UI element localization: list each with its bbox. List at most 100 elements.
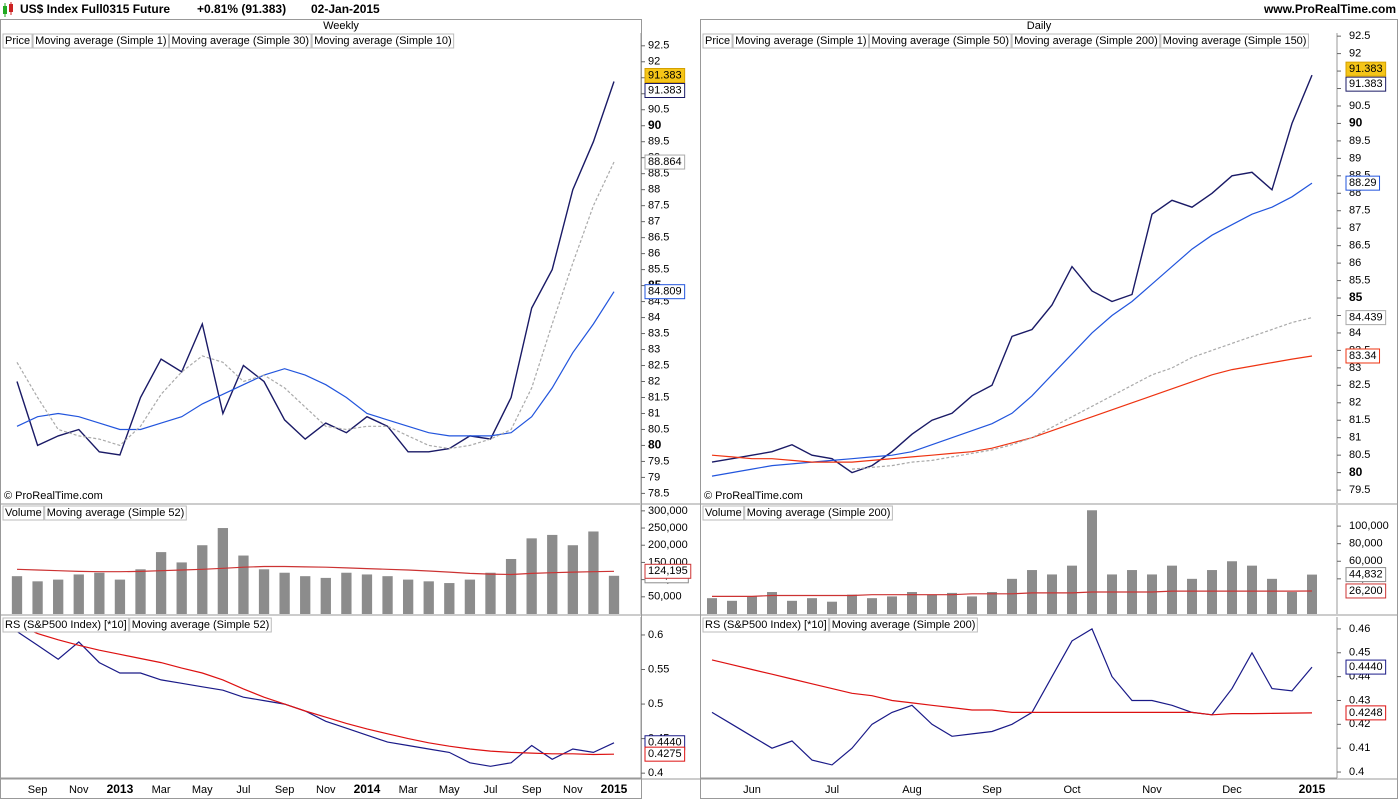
- legend-box: [2, 33, 33, 49]
- y-tick-label: 90.5: [1349, 100, 1370, 112]
- volume-bar: [1007, 578, 1017, 614]
- x-tick-label: May: [439, 784, 460, 796]
- last-value-box: [644, 83, 686, 99]
- x-tick-label: 2014: [354, 782, 381, 796]
- x-tick-label: 2013: [107, 782, 134, 796]
- volume-bar: [279, 572, 290, 614]
- y-tick-label: 92: [1349, 48, 1361, 60]
- y-tick-label: 83: [648, 343, 660, 355]
- y-tick-label: 300,000: [648, 505, 688, 517]
- volume-bar: [155, 552, 167, 614]
- y-tick-label: 86: [1349, 257, 1361, 269]
- x-tick-label: Mar: [399, 784, 418, 796]
- last-value-box: [1345, 175, 1381, 191]
- y-tick-label: 60,000: [1349, 555, 1383, 567]
- last-value-box: [644, 154, 686, 170]
- y-tick-label: 0.4: [1349, 766, 1364, 778]
- legend-box: [1160, 33, 1309, 49]
- legend-entry: RS (S&P500 Index) [*10]: [5, 619, 127, 631]
- y-tick-label: 81.5: [648, 391, 669, 403]
- last-value: 124,195: [648, 565, 688, 577]
- y-tick-label: 79: [648, 471, 660, 483]
- volume-bar: [1027, 570, 1037, 614]
- last-price: 91.383: [1349, 63, 1383, 75]
- last-value-box: [1345, 567, 1387, 583]
- volume-bar: [73, 574, 84, 614]
- y-tick-label: 82.5: [648, 359, 669, 371]
- y-tick-label: 92.5: [648, 40, 669, 52]
- y-tick-label: 82.5: [1349, 379, 1370, 391]
- y-tick-label: 80: [1349, 465, 1363, 479]
- price-change: +0.81% (91.383): [197, 2, 286, 16]
- y-tick-label: 86.5: [1349, 240, 1370, 252]
- volume-bar: [1227, 561, 1237, 614]
- series-line: [711, 659, 1313, 716]
- legend-entry: Moving average (Simple 200): [1014, 35, 1158, 47]
- volume-bar: [341, 572, 352, 614]
- last-value-box: [1345, 705, 1387, 721]
- right-frame: [700, 19, 1398, 799]
- volume-bar: [464, 579, 476, 614]
- app-icon: [3, 2, 13, 17]
- last-value: 88.864: [648, 156, 682, 168]
- volume-bar: [588, 531, 599, 614]
- last-value: 88.29: [1349, 177, 1377, 189]
- x-tick-label: Nov: [316, 784, 336, 796]
- last-value-box: [1345, 76, 1387, 92]
- legend-entry: Price: [705, 35, 730, 47]
- volume-bar: [927, 594, 937, 614]
- volume-bar: [53, 579, 64, 614]
- y-tick-label: 100,000: [1349, 520, 1389, 532]
- legend-box: [744, 505, 893, 521]
- legend-entry: Moving average (Simple 200): [747, 507, 891, 519]
- x-tick-label: 2015: [1299, 782, 1326, 796]
- x-tick-label: Dec: [1222, 784, 1242, 796]
- y-tick-label: 83: [1349, 362, 1361, 374]
- series-line: [16, 81, 615, 456]
- y-tick-label: 85: [1349, 290, 1363, 304]
- y-tick-label: 80.5: [1349, 449, 1370, 461]
- date: 02-Jan-2015: [311, 2, 380, 16]
- series-line: [16, 624, 615, 756]
- y-tick-label: 86: [648, 248, 660, 260]
- y-tick-label: 0.41: [1349, 742, 1370, 754]
- y-tick-label: 82: [648, 375, 660, 387]
- legend-box: [32, 33, 170, 49]
- y-tick-label: 84: [1349, 327, 1361, 339]
- legend-entry: Moving average (Simple 200): [832, 619, 976, 631]
- volume-bar: [485, 572, 496, 614]
- volume-bar: [547, 534, 558, 614]
- last-value: 0.4440: [1349, 661, 1383, 673]
- last-value: 83.34: [1349, 350, 1377, 362]
- volume-bar: [1207, 570, 1217, 614]
- legend-box: [702, 33, 733, 49]
- last-value: 91.383: [648, 84, 682, 96]
- y-tick-label: 85.5: [648, 264, 669, 276]
- series-line: [16, 565, 615, 576]
- y-tick-label: 90: [1349, 116, 1363, 130]
- volume-bar: [11, 576, 23, 614]
- copyright: © ProRealTime.com: [4, 490, 103, 502]
- volume-bar: [444, 583, 455, 614]
- last-value-box: [644, 563, 692, 579]
- legend-entry: Moving average (Simple 1): [35, 35, 166, 47]
- volume-bar: [987, 592, 997, 614]
- legend-box: [44, 505, 187, 521]
- legend-box: [732, 33, 870, 49]
- y-tick-label: 92.5: [1349, 30, 1370, 42]
- volume-bar: [423, 581, 434, 614]
- x-tick-label: 2015: [601, 782, 628, 796]
- volume-bar: [1147, 574, 1157, 614]
- last-value-box: [1345, 310, 1387, 326]
- legend-entry: Volume: [5, 507, 42, 519]
- volume-bar: [505, 558, 517, 614]
- volume-bar: [727, 600, 737, 614]
- y-tick-label: 87.5: [648, 200, 669, 212]
- legend-box: [702, 505, 745, 521]
- series-line: [711, 355, 1313, 463]
- volume-bar: [1307, 574, 1317, 614]
- y-tick-label: 0.55: [648, 663, 669, 675]
- legend-entry: Price: [5, 35, 30, 47]
- last-value-box: [644, 284, 686, 300]
- legend-box: [869, 33, 1012, 49]
